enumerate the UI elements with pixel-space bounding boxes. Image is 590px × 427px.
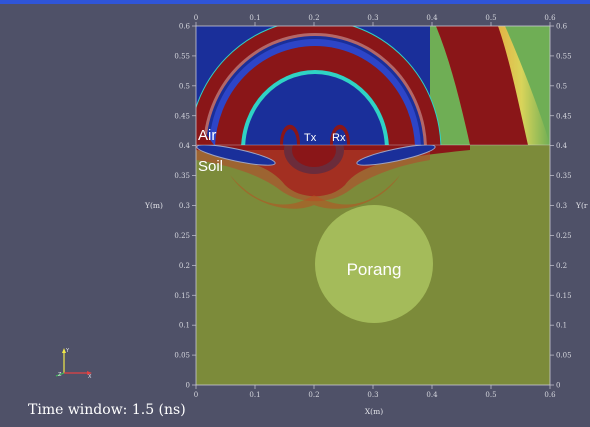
y-tick-label-left: 0.55 — [174, 52, 190, 60]
tx-label: Tx — [304, 132, 317, 144]
y-tick-label-right: 0.4 — [556, 142, 568, 150]
soil-label: Soil — [198, 158, 223, 175]
y-tick-label-left: 0.3 — [179, 202, 190, 210]
y-tick-label-right: 0.05 — [556, 352, 572, 360]
y-tick-label-left: 0.15 — [174, 292, 190, 300]
x-tick-label-top: 0 — [194, 14, 198, 22]
y-tick-label-left: 0 — [186, 382, 190, 390]
y-tick-label-left: 0.25 — [174, 232, 190, 240]
x-tick-label-top: 0.5 — [485, 14, 496, 22]
orientation-y-label: Y — [65, 348, 70, 354]
x-tick-label-top: 0.3 — [367, 14, 378, 22]
air-field — [196, 26, 550, 145]
x-tick-label-top: 0.1 — [249, 14, 260, 22]
y-tick-label-left: 0.5 — [179, 82, 190, 90]
x-tick-label-top: 0.4 — [426, 14, 438, 22]
porang-target — [315, 205, 433, 323]
orientation-y-arrow — [62, 348, 66, 353]
porang-label: Porang — [347, 260, 402, 279]
orientation-z-axis — [55, 372, 65, 377]
y-tick-label-right: 0.35 — [556, 172, 572, 180]
y-tick-label-left: 0.2 — [179, 262, 190, 270]
air-label: Air — [198, 127, 216, 144]
y-tick-label-right: 0.2 — [556, 262, 567, 270]
orientation-axes-widget[interactable]: Y Z X — [55, 348, 92, 380]
x-tick-label-bottom: 0.4 — [426, 391, 438, 399]
x-tick-label-top: 0.6 — [544, 14, 556, 22]
y-tick-label-right: 0.15 — [556, 292, 572, 300]
orientation-x-arrow — [87, 371, 92, 375]
y-axis-title-right: Y(r — [575, 201, 588, 210]
x-tick-label-top: 0.2 — [308, 14, 319, 22]
y-tick-label-right: 0.6 — [556, 23, 568, 31]
x-axis-title: X(m) — [365, 407, 383, 416]
x-tick-label-bottom: 0.2 — [308, 391, 319, 399]
y-tick-label-left: 0.4 — [179, 142, 191, 150]
x-tick-label-bottom: 0.1 — [249, 391, 260, 399]
y-tick-label-left: 0.6 — [179, 23, 191, 31]
rx-label: Rx — [332, 132, 346, 144]
y-tick-label-left: 0.35 — [174, 172, 190, 180]
y-tick-label-right: 0.1 — [556, 322, 567, 330]
y-axis-title: Y(m) — [144, 201, 163, 210]
y-tick-label-right: 0.55 — [556, 52, 572, 60]
y-tick-label-right: 0.25 — [556, 232, 572, 240]
y-tick-label-right: 0.45 — [556, 112, 572, 120]
x-tick-label-bottom: 0.5 — [485, 391, 496, 399]
axis-ticks: 000.10.10.20.20.30.30.40.40.50.50.60.60 0… — [174, 14, 571, 399]
y-tick-label-right: 0.5 — [556, 82, 567, 90]
time-window-readout: Time window: 1.5 (ns) — [28, 402, 186, 418]
y-tick-label-left: 0.05 — [174, 352, 190, 360]
window-top-accent — [0, 0, 590, 4]
orientation-z-label: Z — [58, 372, 62, 378]
x-tick-label-bottom: 0.6 — [544, 391, 556, 399]
y-tick-label-left: 0.1 — [179, 322, 190, 330]
y-tick-label-left: 0.45 — [174, 112, 190, 120]
x-tick-label-bottom: 0.3 — [367, 391, 378, 399]
y-tick-label-right: 0 — [556, 382, 560, 390]
y-tick-label-right: 0.3 — [556, 202, 567, 210]
orientation-x-label: X — [88, 374, 92, 380]
x-tick-label-bottom: 0 — [194, 391, 198, 399]
